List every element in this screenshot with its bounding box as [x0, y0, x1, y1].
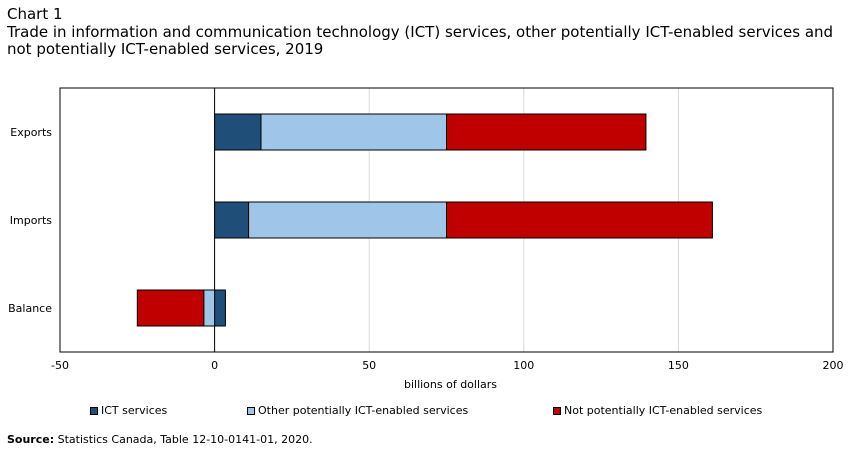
- bar-balance-series-3: [136, 289, 205, 327]
- category-label: Exports: [10, 126, 52, 139]
- source-note: Source: Statistics Canada, Table 12-10-0…: [7, 433, 313, 446]
- legend-item-other-ict-enabled: Other potentially ICT-enabled services: [247, 404, 468, 417]
- x-tick-label: 200: [823, 359, 844, 372]
- legend-label-ict: ICT services: [101, 404, 168, 417]
- bar-imports-series-3: [446, 201, 713, 239]
- legend-item-not-ict-enabled: Not potentially ICT-enabled services: [553, 404, 762, 417]
- chart-title: Trade in information and communication t…: [7, 23, 834, 58]
- chart-legend: ICT services Other potentially ICT-enabl…: [0, 404, 852, 420]
- bar-imports-series-1: [214, 201, 250, 239]
- bar-exports-series-1: [214, 113, 262, 151]
- x-tick-label: 0: [211, 359, 218, 372]
- plot-frame: [59, 87, 834, 353]
- x-tick-label: 100: [513, 359, 534, 372]
- x-axis-label: billions of dollars: [404, 378, 497, 391]
- category-label: Balance: [8, 302, 52, 315]
- legend-swatch-not-ict-enabled: [553, 406, 561, 415]
- legend-label-not-ict-enabled: Not potentially ICT-enabled services: [564, 404, 763, 417]
- legend-label-other-ict-enabled: Other potentially ICT-enabled services: [258, 404, 469, 417]
- bar-imports-series-2: [248, 201, 447, 239]
- source-label: Source:: [7, 433, 55, 446]
- x-tick-label: 50: [362, 359, 376, 372]
- x-tick-label: 150: [668, 359, 689, 372]
- x-tick-label: -50: [51, 359, 69, 372]
- legend-swatch-ict: [90, 406, 98, 415]
- legend-item-ict: ICT services: [90, 404, 167, 417]
- chart-plot: Exports Imports Balance -50 0 50 100 150 200 bill…: [8, 87, 844, 391]
- bar-balance-series-2: [203, 289, 216, 327]
- chart-number-label: Chart 1: [7, 5, 63, 23]
- category-label: Imports: [10, 214, 53, 227]
- legend-swatch-other-ict-enabled: [247, 406, 255, 415]
- bar-exports-series-2: [260, 113, 448, 151]
- source-text: Statistics Canada, Table 12-10-0141-01, …: [57, 433, 313, 446]
- bar-exports-series-3: [446, 113, 647, 151]
- bar-balance-series-1: [214, 289, 226, 327]
